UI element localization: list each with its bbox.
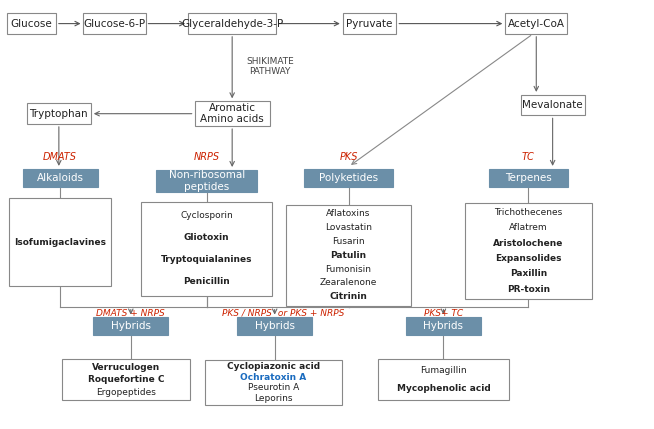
Text: NRPS: NRPS (194, 151, 220, 162)
FancyBboxPatch shape (343, 13, 396, 34)
FancyBboxPatch shape (94, 317, 169, 335)
Text: PKS+ TC: PKS+ TC (424, 309, 463, 317)
FancyBboxPatch shape (156, 170, 257, 192)
Text: Mevalonate: Mevalonate (523, 100, 583, 110)
Text: or PKS + NRPS: or PKS + NRPS (275, 309, 344, 317)
Text: SHIKIMATE
PATHWAY: SHIKIMATE PATHWAY (246, 57, 294, 76)
Text: Tryptophan: Tryptophan (29, 109, 88, 119)
FancyBboxPatch shape (9, 198, 111, 287)
Text: Trichothecenes: Trichothecenes (494, 208, 562, 217)
Text: Aflatrem: Aflatrem (509, 224, 548, 233)
Text: Mycophenolic acid: Mycophenolic acid (396, 384, 490, 393)
Text: Fumagillin: Fumagillin (420, 366, 467, 375)
FancyBboxPatch shape (195, 101, 269, 126)
Text: Aromatic
Amino acids: Aromatic Amino acids (200, 103, 264, 124)
Text: Gliotoxin: Gliotoxin (184, 233, 230, 242)
FancyBboxPatch shape (505, 13, 567, 34)
FancyBboxPatch shape (22, 169, 98, 187)
Text: Patulin: Patulin (330, 251, 367, 260)
Text: Polyketides: Polyketides (319, 173, 378, 183)
Text: Acetyl-CoA: Acetyl-CoA (508, 18, 565, 29)
Text: Hybrids: Hybrids (423, 321, 464, 331)
Text: Hybrids: Hybrids (254, 321, 295, 331)
FancyBboxPatch shape (84, 13, 146, 34)
Text: Terpenes: Terpenes (505, 173, 552, 183)
Text: PKS / NRPS: PKS / NRPS (222, 309, 275, 317)
Text: Expansolides: Expansolides (495, 254, 562, 263)
Text: PKS: PKS (339, 151, 358, 162)
Text: Ergopeptides: Ergopeptides (96, 387, 156, 396)
FancyBboxPatch shape (237, 317, 313, 335)
Text: Glucose: Glucose (10, 18, 52, 29)
Text: Ochratoxin A: Ochratoxin A (240, 373, 307, 382)
Text: Aflatoxins: Aflatoxins (326, 209, 371, 218)
FancyBboxPatch shape (7, 13, 56, 34)
FancyBboxPatch shape (205, 360, 342, 405)
Text: Roquefortine C: Roquefortine C (88, 375, 164, 384)
Text: Penicillin: Penicillin (183, 277, 230, 286)
Text: Glucose-6-P: Glucose-6-P (84, 18, 145, 29)
Text: Paxillin: Paxillin (510, 269, 547, 278)
FancyBboxPatch shape (27, 103, 91, 124)
Text: Zearalenone: Zearalenone (320, 278, 377, 287)
FancyBboxPatch shape (378, 360, 509, 400)
FancyBboxPatch shape (405, 317, 481, 335)
FancyBboxPatch shape (521, 95, 585, 115)
Text: Lovastatin: Lovastatin (325, 223, 372, 232)
FancyBboxPatch shape (464, 203, 593, 299)
Text: Isofumigaclavines: Isofumigaclavines (14, 238, 106, 247)
FancyBboxPatch shape (188, 13, 276, 34)
Text: Leporins: Leporins (254, 394, 292, 403)
Text: TC: TC (522, 151, 535, 162)
Text: Citrinin: Citrinin (330, 292, 368, 301)
Text: Cyclosporin: Cyclosporin (181, 211, 233, 221)
FancyBboxPatch shape (489, 169, 568, 187)
FancyBboxPatch shape (305, 169, 392, 187)
Text: DMATS: DMATS (43, 151, 77, 162)
Text: DMATS + NRPS: DMATS + NRPS (96, 309, 165, 317)
Text: Alkaloids: Alkaloids (37, 173, 84, 183)
Text: PR-toxin: PR-toxin (507, 285, 550, 294)
Text: Verruculogen: Verruculogen (92, 363, 160, 372)
Text: Non-ribosomal
peptides: Non-ribosomal peptides (169, 170, 245, 192)
FancyBboxPatch shape (141, 202, 272, 296)
FancyBboxPatch shape (286, 205, 411, 305)
Text: Cyclopiazonic acid: Cyclopiazonic acid (227, 363, 320, 372)
Text: Tryptoquialanines: Tryptoquialanines (161, 255, 252, 264)
Text: Pseurotin A: Pseurotin A (248, 384, 299, 393)
Text: Pyruvate: Pyruvate (347, 18, 392, 29)
FancyBboxPatch shape (63, 360, 190, 400)
Text: Fumonisin: Fumonisin (326, 265, 371, 274)
Text: Hybrids: Hybrids (111, 321, 151, 331)
Text: Aristolochene: Aristolochene (493, 239, 564, 248)
Text: Glyceraldehyde-3-P: Glyceraldehyde-3-P (181, 18, 283, 29)
Text: Fusarin: Fusarin (332, 237, 365, 246)
